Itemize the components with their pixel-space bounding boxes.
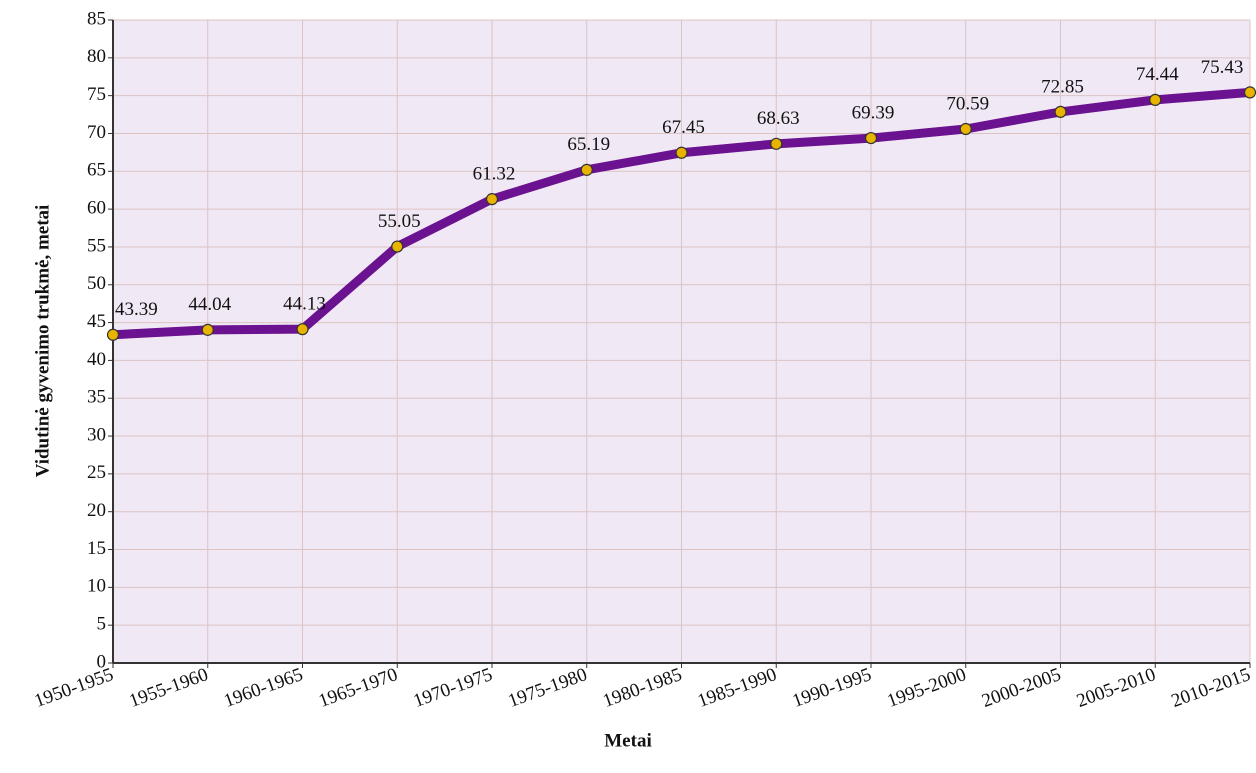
x-tick-label: 1990-1995 (790, 664, 875, 712)
x-tick-label: 1980-1985 (600, 664, 685, 712)
marker (675, 146, 688, 159)
y-axis-label: Vidutinė gyvenimo trukmė, metai (32, 205, 53, 478)
marker (201, 323, 214, 336)
y-tick-label: 35 (87, 387, 106, 408)
y-tick-label: 20 (87, 500, 106, 521)
data-label: 74.44 (1136, 64, 1179, 85)
data-label: 72.85 (1041, 76, 1084, 97)
data-label: 44.04 (188, 294, 231, 315)
marker (1149, 93, 1162, 106)
y-tick-label: 25 (87, 462, 106, 483)
marker (580, 163, 593, 176)
x-tick-label: 1965-1970 (316, 664, 401, 712)
marker (864, 131, 878, 145)
marker (391, 240, 404, 253)
x-axis-label: Metai (604, 730, 651, 751)
x-tick-label: 1985-1990 (695, 664, 780, 712)
y-tick-label: 5 (97, 614, 107, 635)
data-label: 44.13 (283, 294, 326, 315)
x-tick-label: 1960-1965 (221, 664, 306, 712)
marker (1243, 86, 1256, 99)
y-tick-label: 45 (87, 311, 106, 332)
data-label: 55.05 (378, 211, 421, 232)
marker (959, 122, 972, 136)
y-tick-label: 40 (87, 349, 106, 370)
y-tick-label: 15 (87, 538, 106, 559)
data-label: 68.63 (757, 108, 800, 129)
data-label: 67.45 (662, 117, 705, 138)
x-tick-label: 1955-1960 (126, 664, 211, 712)
y-tick-label: 85 (87, 8, 106, 29)
y-tick-label: 80 (87, 46, 106, 67)
y-tick-label: 55 (87, 235, 106, 256)
data-label: 70.59 (946, 93, 989, 114)
y-tick-label: 65 (87, 160, 106, 181)
y-tick-label: 75 (87, 84, 106, 105)
x-tick-label: 1970-1975 (411, 664, 496, 712)
x-tick-label: 2000-2005 (979, 664, 1064, 712)
y-tick-label: 60 (87, 197, 106, 218)
marker (770, 137, 783, 150)
y-tick-label: 50 (87, 273, 106, 294)
data-label: 69.39 (852, 102, 895, 123)
y-tick-label: 10 (87, 576, 106, 597)
data-label: 43.39 (115, 299, 158, 320)
x-tick-label: 2010-2015 (1169, 664, 1254, 712)
x-tick-label: 1950-1955 (32, 664, 117, 712)
y-tick-label: 30 (87, 424, 106, 445)
marker (1054, 105, 1067, 119)
data-label: 65.19 (567, 134, 610, 155)
x-tick-label: 1975-1980 (505, 664, 590, 712)
x-tick-label: 1995-2000 (884, 664, 969, 712)
data-label: 75.43 (1201, 57, 1244, 78)
y-tick-label: 70 (87, 122, 106, 143)
data-label: 61.32 (473, 163, 516, 184)
y-tick-label: 0 (97, 651, 107, 672)
x-tick-label: 2005-2010 (1074, 664, 1159, 712)
marker (106, 328, 120, 341)
marker (296, 323, 309, 336)
marker (485, 193, 499, 206)
